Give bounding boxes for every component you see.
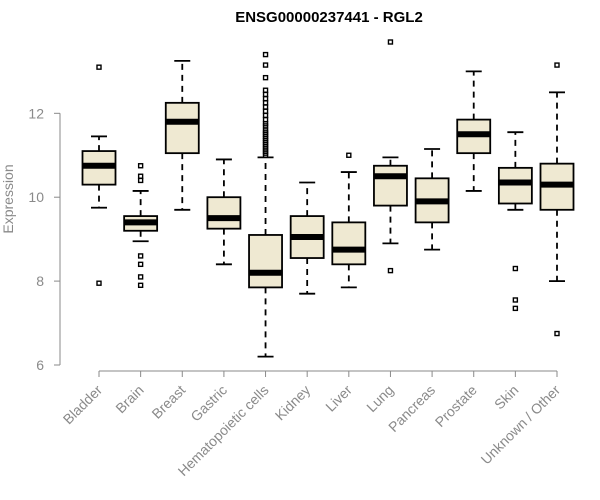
chart-title: ENSG00000237441 - RGL2 bbox=[235, 9, 423, 26]
x-tick-label: Liver bbox=[322, 382, 355, 415]
outlier-point bbox=[262, 116, 269, 123]
y-axis-label: Expression bbox=[0, 164, 16, 233]
outlier-point bbox=[137, 173, 144, 179]
y-axis: 6 8 10 12 bbox=[28, 105, 61, 373]
box-liver bbox=[331, 152, 367, 289]
outlier-point bbox=[137, 274, 144, 280]
iqr-box bbox=[206, 196, 242, 230]
iqr-box bbox=[331, 221, 367, 266]
outlier-point bbox=[387, 39, 394, 45]
y-tick-label: 8 bbox=[36, 273, 44, 289]
box-bladder bbox=[81, 64, 117, 286]
outlier-point bbox=[96, 280, 102, 286]
box-brain bbox=[123, 163, 159, 288]
box-unknown-other bbox=[539, 62, 575, 337]
outlier-point bbox=[262, 104, 269, 110]
outlier-point bbox=[137, 253, 144, 259]
box-breast bbox=[164, 59, 200, 211]
box-kidney bbox=[289, 181, 325, 295]
outlier-point bbox=[262, 62, 269, 68]
outlier-point bbox=[512, 305, 519, 312]
outlier-point bbox=[387, 267, 394, 274]
outlier-point bbox=[262, 112, 269, 119]
outlier-point bbox=[137, 261, 144, 268]
y-tick-label: 12 bbox=[28, 105, 44, 121]
x-tick-label: Brain bbox=[112, 382, 146, 416]
box-hematopoietic-cells bbox=[248, 51, 283, 358]
outlier-point bbox=[137, 163, 144, 169]
outlier-point bbox=[262, 51, 269, 58]
x-tick-label: Skin bbox=[491, 382, 522, 413]
box-pancreas bbox=[414, 148, 450, 251]
outlier-point bbox=[96, 64, 102, 70]
outlier-point bbox=[346, 152, 352, 158]
plot-area bbox=[81, 39, 575, 358]
outlier-point bbox=[262, 74, 269, 81]
y-tick-label: 6 bbox=[36, 357, 44, 373]
outlier-point bbox=[262, 87, 269, 93]
outlier-point bbox=[512, 297, 519, 303]
outlier-point bbox=[262, 108, 269, 114]
outlier-point bbox=[262, 91, 269, 98]
iqr-box bbox=[248, 234, 283, 289]
outlier-point bbox=[554, 330, 560, 337]
x-tick-label: Prostate bbox=[432, 382, 480, 430]
box-gastric bbox=[206, 158, 242, 266]
x-tick-label: Bladder bbox=[60, 382, 106, 428]
x-tick-label: Unknown / Other bbox=[478, 382, 564, 468]
outlier-point bbox=[554, 62, 560, 68]
x-tick-label: Lung bbox=[363, 382, 396, 415]
box-skin bbox=[497, 131, 533, 312]
outlier-point bbox=[262, 95, 269, 102]
outlier-point bbox=[262, 152, 269, 158]
x-tick-label: Breast bbox=[148, 382, 188, 422]
outlier-point bbox=[137, 282, 144, 288]
outlier-point bbox=[512, 265, 519, 272]
outlier-point bbox=[137, 177, 144, 184]
iqr-box bbox=[164, 101, 200, 155]
iqr-box bbox=[497, 166, 533, 205]
box-lung bbox=[373, 39, 408, 274]
iqr-box bbox=[373, 164, 408, 207]
box-prostate bbox=[456, 70, 492, 192]
outlier-point bbox=[262, 100, 269, 106]
x-tick-label: Kidney bbox=[272, 382, 314, 424]
y-tick-label: 10 bbox=[28, 189, 44, 205]
